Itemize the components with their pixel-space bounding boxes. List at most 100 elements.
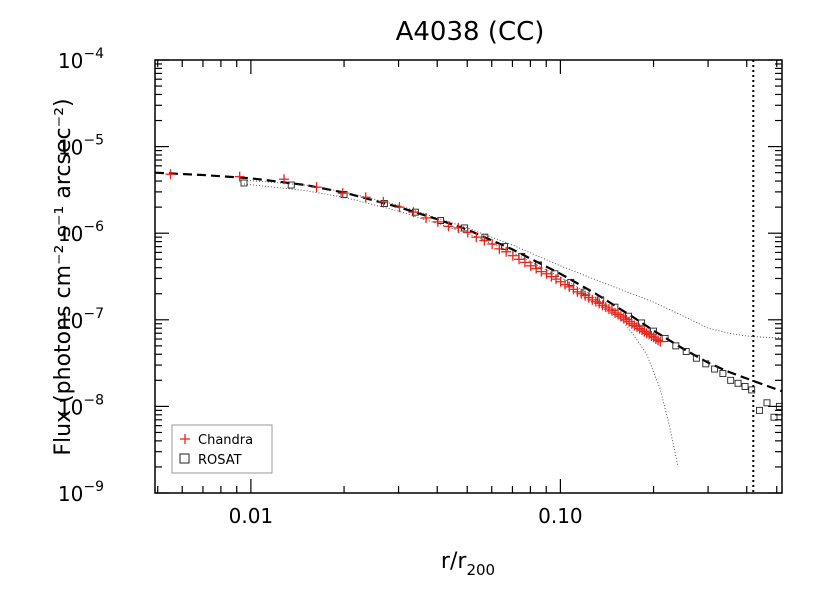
y-tick-exponent: −9: [83, 479, 104, 495]
rosat-point: [672, 342, 680, 350]
y-tick-exponent: −5: [83, 133, 104, 149]
chandra-point: [432, 216, 443, 227]
y-tick-base: 10: [58, 482, 83, 506]
chandra-point: [337, 188, 348, 199]
chandra-point: [546, 271, 557, 282]
chandra-point: [531, 263, 542, 274]
chandra-point: [560, 279, 571, 290]
y-axis-label: Flux (photons cm⁻² s⁻¹ arcsec⁻²): [51, 98, 76, 455]
chandra-point: [551, 274, 562, 285]
rosat-point: [240, 179, 248, 187]
chandra-point: [360, 192, 371, 203]
rosat-point: [719, 370, 727, 377]
rosat-point: [734, 379, 742, 387]
band-upper-line: [243, 179, 783, 339]
legend: Chandra ROSAT: [171, 424, 273, 474]
chandra-point: [639, 326, 650, 337]
rosat-point: [582, 288, 590, 296]
chandra-point: [650, 334, 661, 345]
chandra-point: [471, 232, 482, 243]
y-tick-base: 10: [58, 309, 83, 333]
y-tick-label: 10−9: [58, 479, 104, 506]
chandra-point: [655, 336, 666, 347]
chandra-point: [626, 318, 637, 329]
y-tick-exponent: −4: [83, 46, 104, 62]
band-lower-line: [243, 183, 679, 467]
chandra-point: [525, 260, 536, 271]
chandra-point: [629, 320, 640, 331]
x-axis-label: r/r200: [441, 549, 495, 579]
fit-curve-line: [154, 171, 783, 393]
y-tick-label: 10−8: [58, 392, 104, 419]
y-tick-exponent: −8: [83, 392, 104, 408]
rosat-point: [741, 382, 749, 390]
x-axis: 0.01 0.10: [157, 60, 778, 528]
chandra-point: [564, 281, 575, 292]
chandra-series: [165, 169, 666, 347]
rosat-series: [240, 179, 783, 421]
rosat-point: [748, 386, 756, 394]
rosat-point: [702, 360, 710, 368]
chandra-point: [514, 254, 525, 265]
y-tick-label: 10−5: [58, 133, 104, 160]
chandra-point: [479, 235, 490, 246]
chandra-point: [443, 221, 454, 232]
y-tick-base: 10: [58, 49, 83, 73]
chandra-point: [378, 196, 389, 207]
legend-rosat-label: ROSAT: [198, 453, 242, 468]
rosat-point: [770, 413, 778, 421]
x-tick-label: 0.10: [538, 504, 583, 528]
chandra-point: [653, 335, 664, 346]
y-tick-label: 10−4: [58, 46, 104, 73]
chandra-point: [234, 171, 245, 182]
chandra-point: [536, 266, 547, 277]
chandra-point: [494, 243, 505, 254]
plot-area: [154, 59, 783, 494]
y-tick-base: 10: [58, 222, 83, 246]
rosat-point: [692, 354, 700, 362]
rosat-point: [763, 399, 771, 407]
chandra-point: [462, 227, 473, 238]
chandra-point: [165, 169, 176, 180]
y-axis: 10−910−810−710−610−510−4: [58, 46, 782, 506]
chandra-point: [507, 250, 518, 261]
legend-chandra-marker: [180, 434, 190, 444]
x-axis-label-main: r/r: [441, 549, 467, 574]
chandra-point: [453, 222, 464, 233]
chandra-point: [279, 174, 290, 185]
chandra-point: [408, 207, 419, 218]
x-tick-label: 0.01: [229, 504, 274, 528]
y-tick-label: 10−7: [58, 306, 104, 333]
rosat-point: [567, 278, 575, 286]
chandra-point: [394, 202, 405, 213]
chandra-point: [311, 182, 322, 193]
plot-frame: [154, 59, 783, 494]
chandra-point: [421, 212, 432, 223]
chandra-point: [555, 276, 566, 287]
rosat-point: [287, 181, 295, 189]
rosat-point: [727, 376, 735, 384]
chart-title: A4038 (CC): [396, 17, 545, 47]
x-axis-label-subscript: 200: [466, 561, 495, 579]
legend-rosat-marker: [179, 453, 190, 464]
legend-box: [171, 424, 273, 474]
rosat-point: [682, 348, 690, 355]
rosat-point: [340, 191, 348, 198]
chandra-point: [501, 246, 512, 257]
legend-chandra-label: Chandra: [198, 433, 253, 448]
y-tick-exponent: −6: [83, 219, 104, 235]
rosat-point: [501, 243, 508, 251]
chandra-point: [519, 257, 530, 268]
legend-square-marker: [179, 453, 190, 464]
chandra-point: [487, 239, 498, 250]
rosat-point: [756, 406, 763, 414]
y-tick-exponent: −7: [83, 306, 104, 322]
y-tick-label: 10−6: [58, 219, 104, 246]
legend-plus-marker: [180, 434, 190, 444]
y-tick-base: 10: [58, 136, 83, 160]
rosat-point: [380, 200, 388, 207]
rosat-point: [711, 365, 719, 373]
uncertainty-band: [243, 179, 783, 467]
fit-curve: [154, 171, 783, 393]
